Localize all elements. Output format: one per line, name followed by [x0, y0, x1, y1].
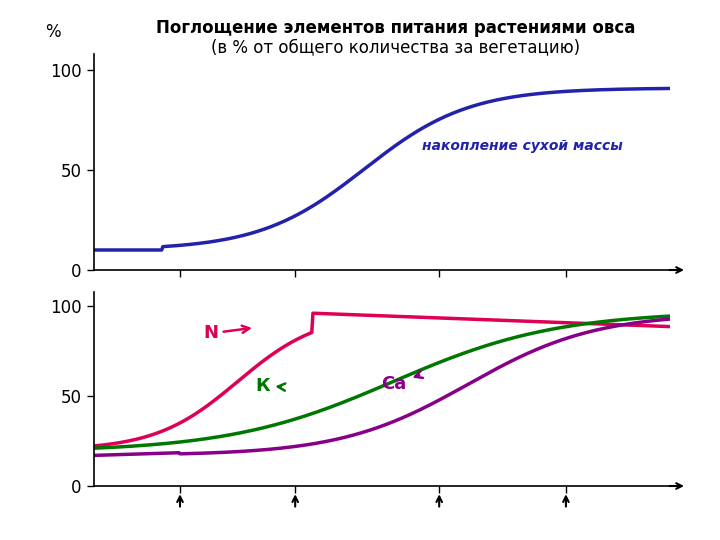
Text: Поглощение элементов питания растениями овса: Поглощение элементов питания растениями …	[156, 19, 636, 37]
Text: %: %	[45, 23, 61, 41]
Text: (в % от общего количества за вегетацию): (в % от общего количества за вегетацию)	[212, 38, 580, 56]
Text: накопление сухой массы: накопление сухой массы	[422, 139, 623, 153]
Text: Ca: Ca	[382, 371, 423, 393]
Text: К: К	[255, 376, 285, 395]
Text: N: N	[203, 325, 249, 342]
